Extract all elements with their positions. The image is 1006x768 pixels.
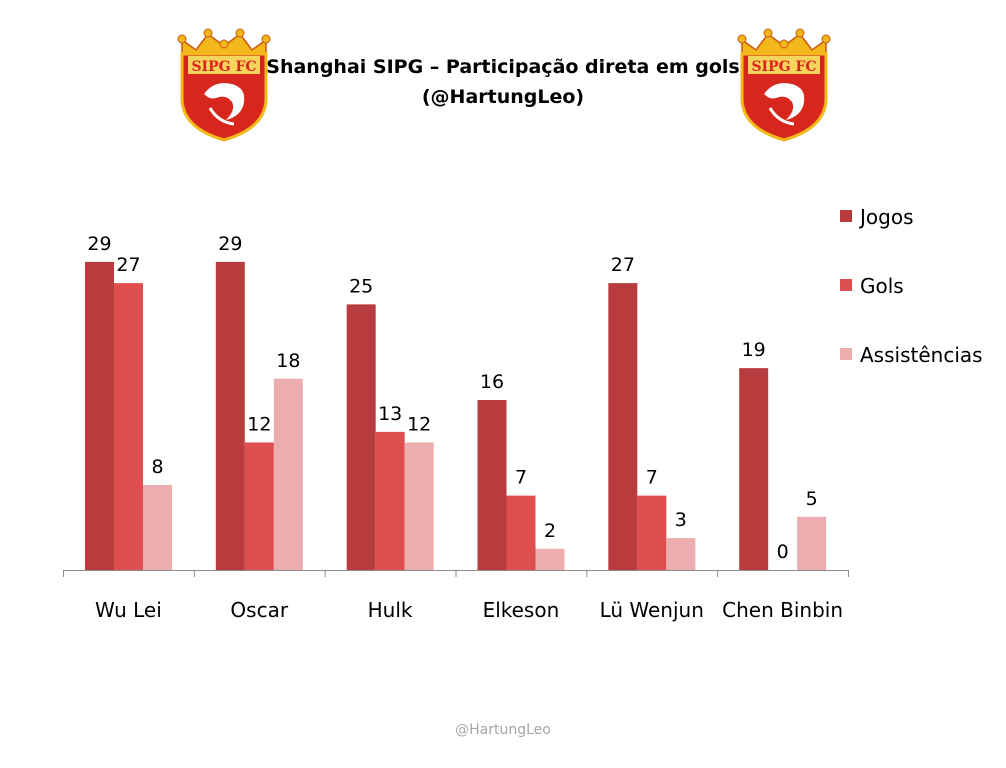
bar-gols-3 — [506, 495, 536, 570]
bar-gols-4 — [637, 495, 667, 570]
bar-jogos-2 — [346, 304, 376, 570]
bar-gols-2 — [375, 431, 405, 570]
category-label-4: Lü Wenjun — [600, 598, 704, 622]
legend-label-gols: Gols — [860, 274, 904, 298]
bar-assistencias-1 — [273, 378, 303, 570]
legend: Jogos Gols Assistências — [840, 205, 983, 367]
category-label-5: Chen Binbin — [722, 598, 843, 622]
data-label-assistencias-4: 3 — [675, 509, 687, 531]
crown-icon — [177, 28, 271, 59]
shield-icon: SIPG FC — [740, 52, 828, 142]
legend-swatch-jogos — [840, 210, 852, 222]
category-label-2: Hulk — [368, 598, 413, 622]
legend-swatch-assistencias — [840, 348, 852, 360]
category-label-0: Wu Lei — [95, 598, 162, 622]
lion-icon — [764, 83, 805, 126]
crown-icon — [737, 28, 831, 59]
category-label-3: Elkeson — [483, 598, 560, 622]
bar-assistencias-4 — [666, 538, 696, 570]
data-label-assistencias-1: 18 — [276, 350, 300, 372]
data-label-jogos-4: 27 — [611, 254, 635, 276]
sipg-logo-left: SIPG FC — [177, 28, 271, 142]
data-label-jogos-3: 16 — [480, 371, 504, 393]
data-label-jogos-5: 19 — [742, 339, 766, 361]
data-label-gols-0: 27 — [116, 254, 140, 276]
bar-gols-0 — [114, 283, 143, 570]
category-labels-group: Wu Lei Oscar Hulk Elkeson Lü Wenjun Chen Binb… — [95, 598, 843, 622]
legend-swatch-gols — [840, 279, 852, 291]
watermark: @HartungLeo — [455, 722, 551, 738]
legend-label-jogos: Jogos — [858, 205, 914, 229]
data-label-gols-3: 7 — [515, 467, 527, 489]
bar-jogos-4 — [608, 283, 638, 570]
logo-text: SIPG FC — [751, 59, 816, 75]
sipg-logo-right: SIPG FC — [737, 28, 831, 142]
data-label-jogos-0: 29 — [87, 233, 111, 255]
chart-title-line-2: (@HartungLeo) — [421, 86, 585, 108]
bar-jogos-5 — [739, 368, 769, 570]
bar-gols-1 — [244, 442, 274, 570]
data-label-gols-4: 7 — [646, 467, 658, 489]
bar-jogos-0 — [85, 261, 114, 570]
bar-assistencias-0 — [143, 485, 172, 570]
bar-jogos-3 — [477, 400, 507, 570]
lion-icon — [204, 83, 245, 126]
bar-assistencias-5 — [797, 516, 827, 570]
bar-assistencias-3 — [535, 548, 565, 570]
data-label-gols-5: 0 — [777, 541, 789, 563]
data-label-jogos-1: 29 — [218, 233, 242, 255]
data-label-gols-2: 13 — [378, 403, 402, 425]
chart-title-line-1: Shanghai SIPG – Participação direta em g… — [266, 56, 740, 78]
logo-text: SIPG FC — [191, 59, 256, 75]
data-label-assistencias-3: 2 — [544, 520, 556, 542]
chart-title: Shanghai SIPG – Participação direta em g… — [262, 52, 744, 112]
bar-jogos-1 — [215, 261, 245, 570]
data-label-gols-1: 12 — [247, 414, 271, 436]
legend-label-assistencias: Assistências — [860, 343, 983, 367]
data-label-jogos-2: 25 — [349, 275, 373, 297]
data-label-assistencias-2: 12 — [407, 414, 431, 436]
data-label-assistencias-0: 8 — [151, 456, 163, 478]
bar-assistencias-2 — [404, 442, 434, 570]
category-label-1: Oscar — [230, 598, 288, 622]
bars-group — [85, 261, 827, 570]
shield-icon: SIPG FC — [180, 52, 268, 142]
data-label-assistencias-5: 5 — [806, 488, 818, 510]
x-axis — [63, 570, 849, 577]
